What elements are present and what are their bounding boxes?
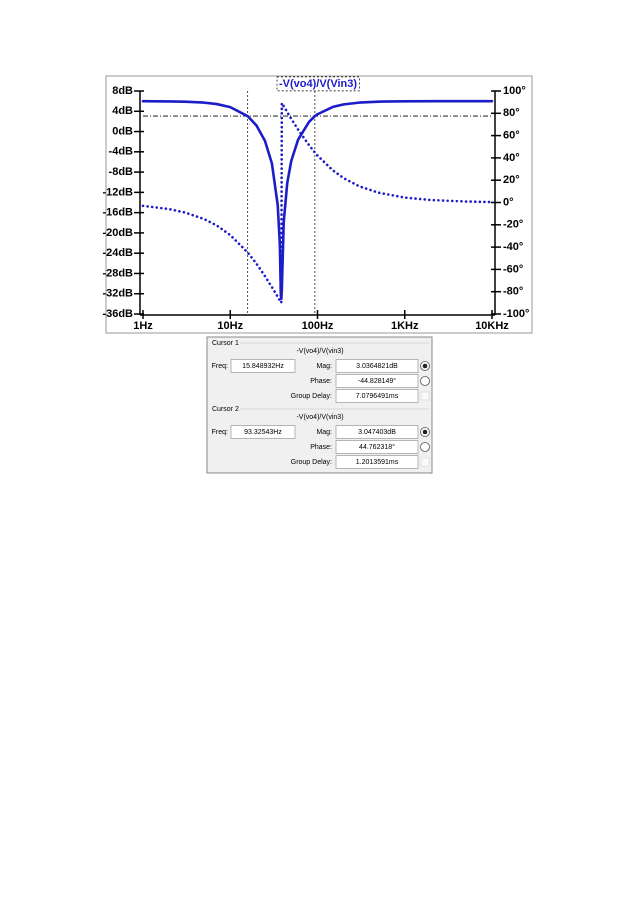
cursor-title: Cursor 2: [212, 406, 239, 413]
radio-phase[interactable]: [420, 442, 430, 452]
field-value: -44.828149°: [358, 377, 396, 385]
checkbox: [420, 457, 430, 467]
field-label: Mag:: [316, 363, 332, 370]
field-value: 44.762318°: [359, 443, 395, 451]
field-label: Freq:: [212, 429, 228, 436]
field-box: [335, 389, 419, 403]
field-value: 3.047403dB: [358, 429, 396, 436]
y2-tick-label: 0°: [503, 196, 514, 208]
y2-tick-label: -80°: [503, 286, 523, 298]
radio-dot: [422, 363, 428, 369]
y2-tick-label: 40°: [503, 152, 520, 164]
y-tick-label: -8dB: [109, 166, 134, 178]
field-box: [335, 440, 419, 454]
y-tick-label: -12dB: [102, 186, 133, 198]
y2-tick-label: 80°: [503, 107, 520, 119]
x-tick-label: 1Hz: [133, 320, 153, 332]
series-line: [141, 99, 494, 301]
title-box: [276, 76, 360, 92]
x-tick-label: 10KHz: [475, 320, 509, 332]
field-value: 93.32543Hz: [244, 429, 282, 436]
y-tick-label: -28dB: [102, 267, 133, 279]
y-tick-label: -4dB: [109, 146, 134, 158]
field-value: 1.2013591ms: [356, 459, 399, 466]
field-box: [335, 374, 419, 388]
y2-tick-label: -40°: [503, 241, 523, 253]
field-value: 3.0364821dB: [356, 363, 398, 370]
chart-frame: [105, 75, 533, 334]
y2-tick-label: -20°: [503, 219, 523, 231]
field-label: Group Delay:: [291, 393, 332, 400]
field-label: Group Delay:: [291, 459, 332, 466]
y-tick-label: -32dB: [102, 288, 133, 300]
x-tick-label: 100Hz: [302, 320, 334, 332]
y2-tick-label: 20°: [503, 174, 520, 186]
field-box: [335, 455, 419, 469]
y-tick-label: -20dB: [102, 227, 133, 239]
x-tick-label: 10Hz: [217, 320, 243, 332]
x-tick-label: 1KHz: [391, 320, 419, 332]
y-tick-label: 4dB: [112, 105, 133, 117]
trace-name: -V(vo4)/V(vin3): [296, 348, 343, 355]
checkbox: [420, 391, 430, 401]
y2-tick-label: 100°: [503, 85, 526, 97]
cursor-title: Cursor 1: [212, 340, 239, 347]
field-label: Freq:: [212, 363, 228, 370]
field-label: Mag:: [316, 429, 332, 436]
chart-title: -V(vo4)/V(Vin3): [279, 78, 357, 90]
field-box: [230, 359, 296, 373]
y2-tick-label: 60°: [503, 130, 520, 142]
field-label: Phase:: [310, 444, 332, 451]
radio-dot: [422, 429, 428, 435]
y-tick-label: 0dB: [112, 125, 133, 137]
radio-phase[interactable]: [420, 376, 430, 386]
field-box: [230, 425, 296, 439]
field-label: Phase:: [310, 378, 332, 385]
field-value: 7.0796491ms: [356, 393, 399, 400]
field-value: 15.848932Hz: [242, 363, 284, 370]
trace-name: -V(vo4)/V(vin3): [296, 414, 343, 421]
y-tick-label: -36dB: [102, 308, 133, 320]
y2-tick-label: -60°: [503, 263, 523, 275]
y-tick-label: -24dB: [102, 247, 133, 259]
series-line: [141, 101, 494, 305]
y2-tick-label: -100°: [503, 308, 529, 320]
field-box: [335, 425, 419, 439]
y-tick-label: -16dB: [102, 207, 133, 219]
y-tick-label: 8dB: [112, 85, 133, 97]
field-box: [335, 359, 419, 373]
